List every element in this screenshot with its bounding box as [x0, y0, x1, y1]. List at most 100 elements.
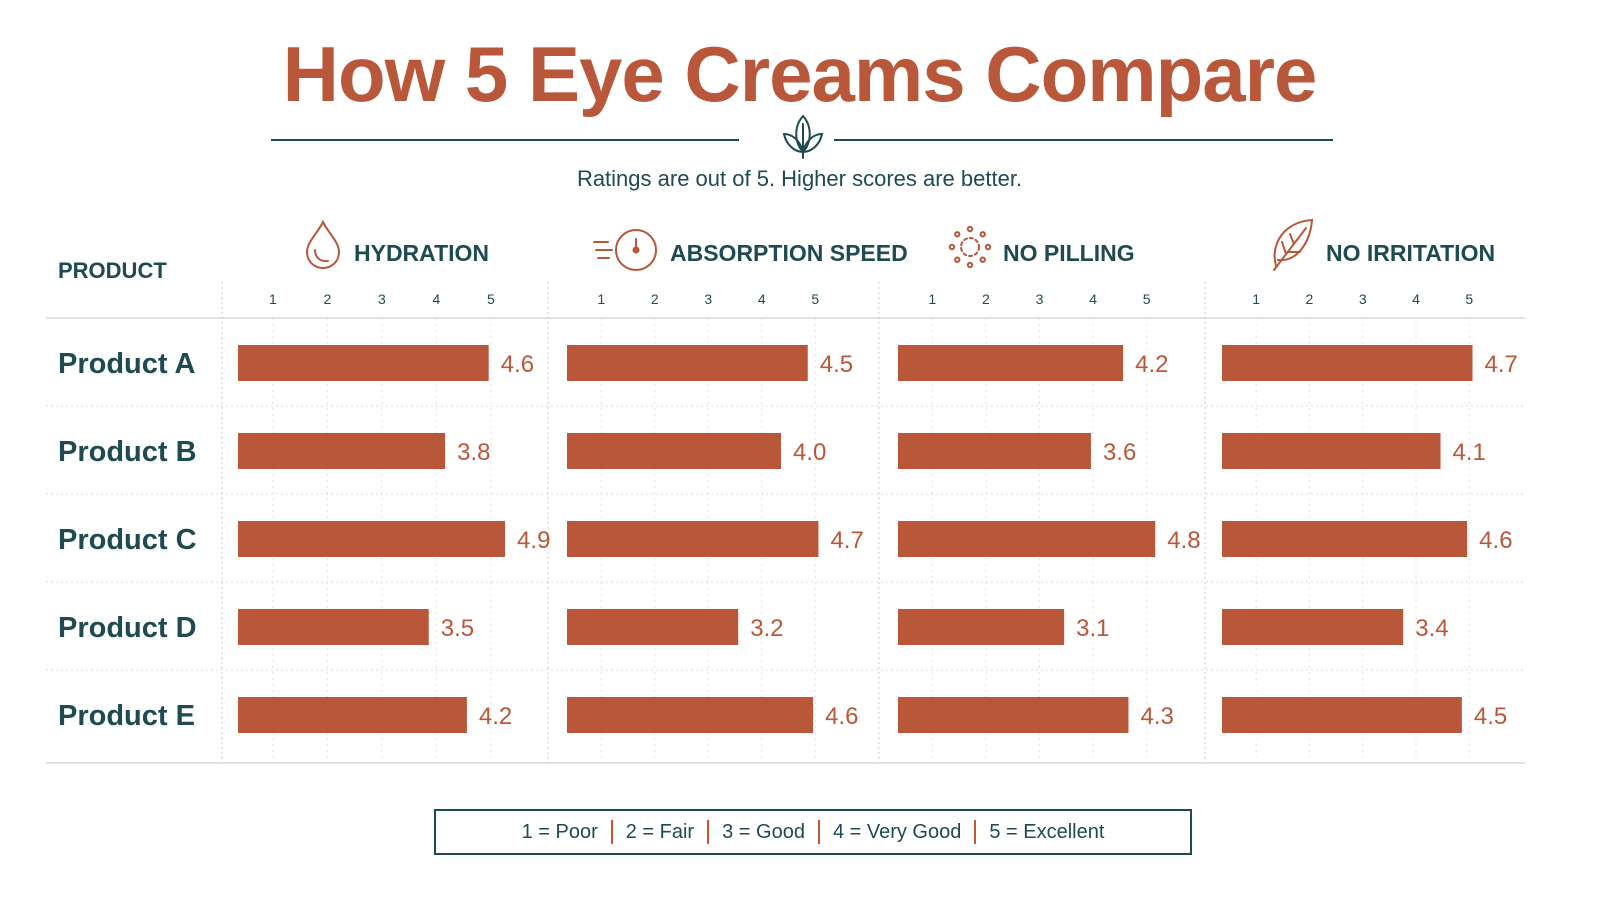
series-header-0: HYDRATION — [354, 240, 489, 266]
dot — [954, 231, 961, 238]
bar-value-label: 4.7 — [1485, 351, 1518, 378]
bar — [238, 433, 446, 469]
bar-value-label: 3.2 — [750, 615, 783, 642]
bar — [1222, 697, 1462, 733]
series-header-2: NO PILLING — [1003, 240, 1135, 266]
series-header-1: ABSORPTION SPEED — [670, 240, 908, 266]
tick-label: 1 — [597, 291, 605, 307]
bar-value-label: 4.1 — [1453, 439, 1486, 466]
gauge-circle — [615, 229, 657, 271]
bar — [238, 697, 467, 733]
category-label: Product E — [58, 700, 195, 732]
botanical-leaf-icon — [782, 114, 824, 159]
legend-item: 5 = Excellent — [989, 820, 1105, 843]
tick-label: 5 — [811, 291, 819, 307]
bar-value-label: 4.2 — [1135, 351, 1168, 378]
bar-value-label: 3.1 — [1076, 615, 1109, 642]
bar — [238, 345, 489, 381]
tick-label: 5 — [1465, 291, 1473, 307]
chart-subtitle: Ratings are out of 5. Higher scores are … — [576, 166, 1023, 191]
tick-label: 4 — [758, 291, 766, 307]
tick-label: 4 — [1412, 291, 1420, 307]
bar — [238, 521, 506, 557]
legend-item: 1 = Poor — [521, 820, 598, 843]
title-rule-left — [271, 139, 739, 141]
product-column-header: PRODUCT — [58, 258, 167, 283]
bar — [567, 433, 781, 469]
bar — [898, 345, 1124, 381]
legend-separator — [707, 820, 710, 844]
bar — [898, 433, 1091, 469]
bar-value-label: 3.4 — [1415, 615, 1448, 642]
bar-value-label: 4.8 — [1167, 527, 1200, 554]
bar-value-label: 4.3 — [1140, 703, 1173, 730]
leaf-vein — [1281, 241, 1287, 255]
bar — [567, 609, 739, 645]
bar — [567, 345, 808, 381]
tick-label: 3 — [1359, 291, 1367, 307]
category-label: Product A — [58, 348, 196, 380]
bar — [898, 521, 1156, 557]
speed-gauge-icon — [593, 229, 657, 271]
legend-item: 4 = Very Good — [832, 820, 962, 843]
tick-label: 3 — [704, 291, 712, 307]
bar-value-label: 3.6 — [1103, 439, 1136, 466]
bar-value-label: 4.5 — [1474, 703, 1507, 730]
legend-item: 2 = Fair — [625, 820, 695, 843]
water-drop-icon — [305, 219, 341, 270]
tick-label: 2 — [323, 291, 331, 307]
title-rule-right — [834, 139, 1333, 141]
tick-label: 3 — [378, 291, 386, 307]
tick-label: 4 — [1089, 291, 1097, 307]
dot — [966, 225, 974, 233]
leaf-stem — [1273, 227, 1307, 271]
tick-label: 2 — [982, 291, 990, 307]
legend-separator — [610, 820, 613, 844]
bar — [1222, 609, 1404, 645]
water-drop-shine — [314, 249, 329, 263]
legend-separator — [974, 820, 977, 844]
dotted-circle-icon — [948, 225, 992, 269]
dot — [954, 256, 961, 263]
tick-label: 5 — [487, 291, 495, 307]
tick-label: 4 — [432, 291, 440, 307]
dot — [979, 256, 986, 263]
legend-separator — [817, 820, 820, 844]
bar — [238, 609, 429, 645]
bar — [898, 697, 1129, 733]
bar — [567, 697, 814, 733]
bar — [567, 521, 819, 557]
chart-title: How 5 Eye Creams Compare — [282, 30, 1318, 118]
bar-value-label: 4.2 — [479, 703, 512, 730]
tick-label: 1 — [1252, 291, 1260, 307]
tick-label: 2 — [1306, 291, 1314, 307]
series-header-3: NO IRRITATION — [1326, 240, 1495, 266]
leaf-vein — [1289, 233, 1295, 245]
leaf-icon — [1273, 218, 1314, 271]
bar-value-label: 4.7 — [830, 527, 863, 554]
dot — [979, 231, 986, 238]
leaf-outline — [1273, 218, 1314, 267]
bar-value-label: 4.6 — [1479, 527, 1512, 554]
category-label: Product B — [58, 436, 197, 468]
bar — [1222, 521, 1468, 557]
bar-value-label: 3.8 — [457, 439, 490, 466]
bar — [1222, 345, 1473, 381]
rating-legend: 1 = Poor 2 = Fair 3 = Good 4 = Very Good 5 =… — [434, 809, 1192, 855]
bar-value-label: 3.5 — [441, 615, 474, 642]
bar-value-label: 4.5 — [820, 351, 853, 378]
tick-label: 3 — [1036, 291, 1044, 307]
tick-label: 2 — [651, 291, 659, 307]
dotted-center-ring — [960, 237, 980, 257]
dot — [984, 243, 992, 251]
dot — [966, 261, 974, 269]
gauge-pivot — [632, 246, 640, 254]
category-label: Product D — [58, 612, 197, 644]
bar-value-label: 4.9 — [517, 527, 550, 554]
bar-value-label: 4.6 — [501, 351, 534, 378]
bar — [898, 609, 1065, 645]
dot — [948, 243, 956, 251]
water-drop-outline — [305, 219, 341, 270]
bar-value-label: 4.6 — [825, 703, 858, 730]
